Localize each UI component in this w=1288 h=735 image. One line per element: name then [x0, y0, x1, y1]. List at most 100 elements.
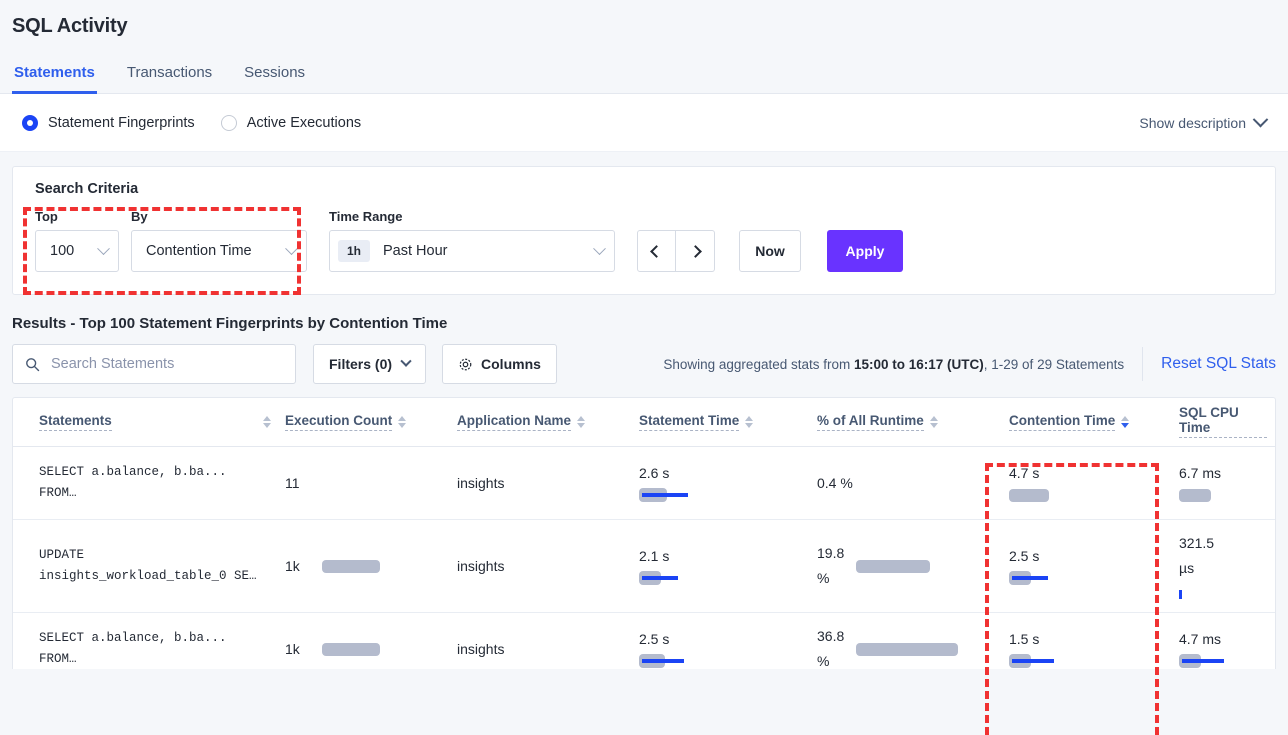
- cell-pct-runtime: 0.4 %: [817, 446, 991, 520]
- cell-sql-cpu-time: 321.5 µs: [1163, 519, 1275, 613]
- column-header-contention-time: Contention Time: [991, 398, 1163, 447]
- column-header-application-name: Application Name: [457, 398, 639, 447]
- sort-toggle-execution-count[interactable]: [398, 415, 407, 428]
- top-field: Top 100: [35, 209, 119, 272]
- column-label-pct-runtime[interactable]: % of All Runtime: [817, 413, 924, 431]
- contention-time-value: 2.5 s: [1009, 547, 1040, 564]
- cell-statement[interactable]: UPDATE insights_workload_table_0 SE…: [13, 519, 285, 613]
- sort-toggle-contention-time[interactable]: [1121, 415, 1130, 428]
- application-name-value: insights: [457, 557, 505, 574]
- contention-time-value: 1.5 s: [1009, 630, 1040, 647]
- radio-selected-icon: [22, 114, 38, 131]
- table-header-row: Statements Execution Count Application N…: [13, 398, 1275, 447]
- page-header: SQL Activity: [0, 0, 1288, 40]
- column-label-statements[interactable]: Statements: [39, 413, 112, 431]
- pct-runtime-bar: [856, 559, 931, 573]
- next-time-button[interactable]: [676, 230, 715, 272]
- chevron-down-icon: [1252, 111, 1269, 128]
- search-criteria-row: Top 100 By Contention Time Time Range 1h: [35, 209, 1257, 272]
- radio-active-executions[interactable]: Active Executions: [220, 114, 361, 131]
- top-label: Top: [35, 209, 58, 224]
- time-range-badge: 1h: [338, 240, 371, 262]
- show-description-toggle[interactable]: Show description: [1139, 111, 1276, 131]
- contention-time-value: 4.7 s: [1009, 464, 1040, 481]
- stats-time-range: 15:00 to 16:17 (UTC): [853, 356, 984, 372]
- gear-icon: [459, 358, 472, 370]
- sort-toggle-statements[interactable]: [263, 415, 271, 428]
- cell-statement[interactable]: SELECT a.balance, b.ba... FROM…: [13, 612, 285, 669]
- top-select[interactable]: 100: [35, 230, 119, 272]
- sort-toggle-statement-time[interactable]: [745, 415, 754, 428]
- apply-button[interactable]: Apply: [827, 230, 903, 272]
- search-statements-input[interactable]: [49, 355, 283, 373]
- statements-table: Statements Execution Count Application N…: [13, 398, 1275, 669]
- time-range-field: Time Range 1h Past Hour: [329, 209, 615, 272]
- application-name-value: insights: [457, 474, 505, 491]
- sort-toggle-application-name[interactable]: [577, 415, 586, 428]
- previous-time-button[interactable]: [637, 230, 676, 272]
- cell-contention-time: 2.5 s: [991, 519, 1163, 613]
- sql-cpu-time-bar: [1179, 653, 1267, 668]
- time-range-select[interactable]: 1h Past Hour: [329, 230, 615, 272]
- table-row[interactable]: SELECT a.balance, b.ba... FROM… 11 insig…: [13, 446, 1275, 520]
- column-label-statement-time[interactable]: Statement Time: [639, 413, 740, 431]
- by-field: By Contention Time: [131, 209, 307, 272]
- table-body: SELECT a.balance, b.ba... FROM… 11 insig…: [13, 446, 1275, 669]
- column-label-sql-cpu-time[interactable]: SQL CPU Time: [1179, 405, 1267, 439]
- contention-time-bar: [1009, 653, 1155, 668]
- table-header: Statements Execution Count Application N…: [13, 398, 1275, 447]
- column-label-contention-time[interactable]: Contention Time: [1009, 413, 1116, 431]
- stats-prefix: Showing aggregated stats from: [663, 356, 854, 372]
- column-label-execution-count[interactable]: Execution Count: [285, 413, 393, 431]
- table-row[interactable]: SELECT a.balance, b.ba... FROM… 1k insig…: [13, 612, 1275, 669]
- filters-label: Filters (0): [329, 356, 393, 372]
- columns-label: Columns: [481, 356, 541, 372]
- cell-pct-runtime: 19.8 %: [817, 519, 991, 613]
- tab-statements[interactable]: Statements: [12, 58, 97, 94]
- by-select[interactable]: Contention Time: [131, 230, 307, 272]
- sort-toggle-pct-runtime[interactable]: [929, 415, 938, 428]
- sql-cpu-time-value: 321.5 µs: [1179, 534, 1215, 576]
- search-criteria-section: Search Criteria Top 100 By Contention Ti…: [0, 152, 1288, 295]
- view-mode-radio-group: Statement Fingerprints Active Executions: [22, 114, 361, 131]
- tab-transactions[interactable]: Transactions: [126, 64, 213, 81]
- chevron-right-icon: [688, 244, 702, 258]
- cell-statement-time: 2.6 s: [639, 446, 817, 520]
- radio-statement-fingerprints-label: Statement Fingerprints: [48, 114, 195, 131]
- results-title: Results - Top 100 Statement Fingerprints…: [12, 315, 448, 332]
- execution-count-value: 11: [285, 474, 300, 491]
- view-mode-bar: Statement Fingerprints Active Executions…: [0, 94, 1288, 152]
- cell-execution-count: 1k: [285, 519, 457, 613]
- contention-time-bar: [1009, 488, 1155, 502]
- cell-pct-runtime: 36.8 %: [817, 612, 991, 669]
- cell-sql-cpu-time: 4.7 ms: [1163, 612, 1275, 669]
- aggregated-stats-text: Showing aggregated stats from 15:00 to 1…: [663, 357, 1142, 372]
- search-statements-box[interactable]: [12, 344, 296, 384]
- columns-button[interactable]: Columns: [442, 344, 557, 384]
- cell-application-name: insights: [457, 519, 639, 613]
- pct-runtime-value: 19.8 %: [817, 544, 845, 586]
- statement-time-value: 2.6 s: [639, 464, 670, 481]
- column-header-sql-cpu-time: SQL CPU Time: [1163, 398, 1275, 447]
- reset-sql-stats-link[interactable]: Reset SQL Stats: [1161, 355, 1276, 372]
- table-row[interactable]: UPDATE insights_workload_table_0 SE… 1k …: [13, 519, 1275, 613]
- sql-cpu-time-value: 6.7 ms: [1179, 464, 1222, 481]
- chevron-down-icon: [400, 355, 412, 367]
- sql-cpu-time-value: 4.7 ms: [1179, 630, 1222, 647]
- cell-statement[interactable]: SELECT a.balance, b.ba... FROM…: [13, 446, 285, 520]
- filters-button[interactable]: Filters (0): [313, 344, 427, 384]
- top-value: 100: [50, 243, 75, 259]
- sql-cpu-time-bar: [1179, 488, 1267, 502]
- column-label-application-name[interactable]: Application Name: [457, 413, 572, 431]
- statement-time-bar: [639, 487, 809, 502]
- statement-time-bar: [639, 653, 809, 668]
- page-title: SQL Activity: [12, 15, 128, 37]
- cell-execution-count: 11: [285, 446, 457, 520]
- now-button[interactable]: Now: [739, 230, 801, 272]
- tab-sessions[interactable]: Sessions: [244, 64, 306, 81]
- statement-text: SELECT a.balance, b.ba... FROM…: [39, 630, 227, 666]
- stats-suffix: , 1-29 of 29 Statements: [983, 356, 1125, 372]
- statements-table-container: Statements Execution Count Application N…: [12, 397, 1276, 669]
- radio-statement-fingerprints[interactable]: Statement Fingerprints: [22, 114, 195, 131]
- time-range-value: Past Hour: [383, 243, 448, 259]
